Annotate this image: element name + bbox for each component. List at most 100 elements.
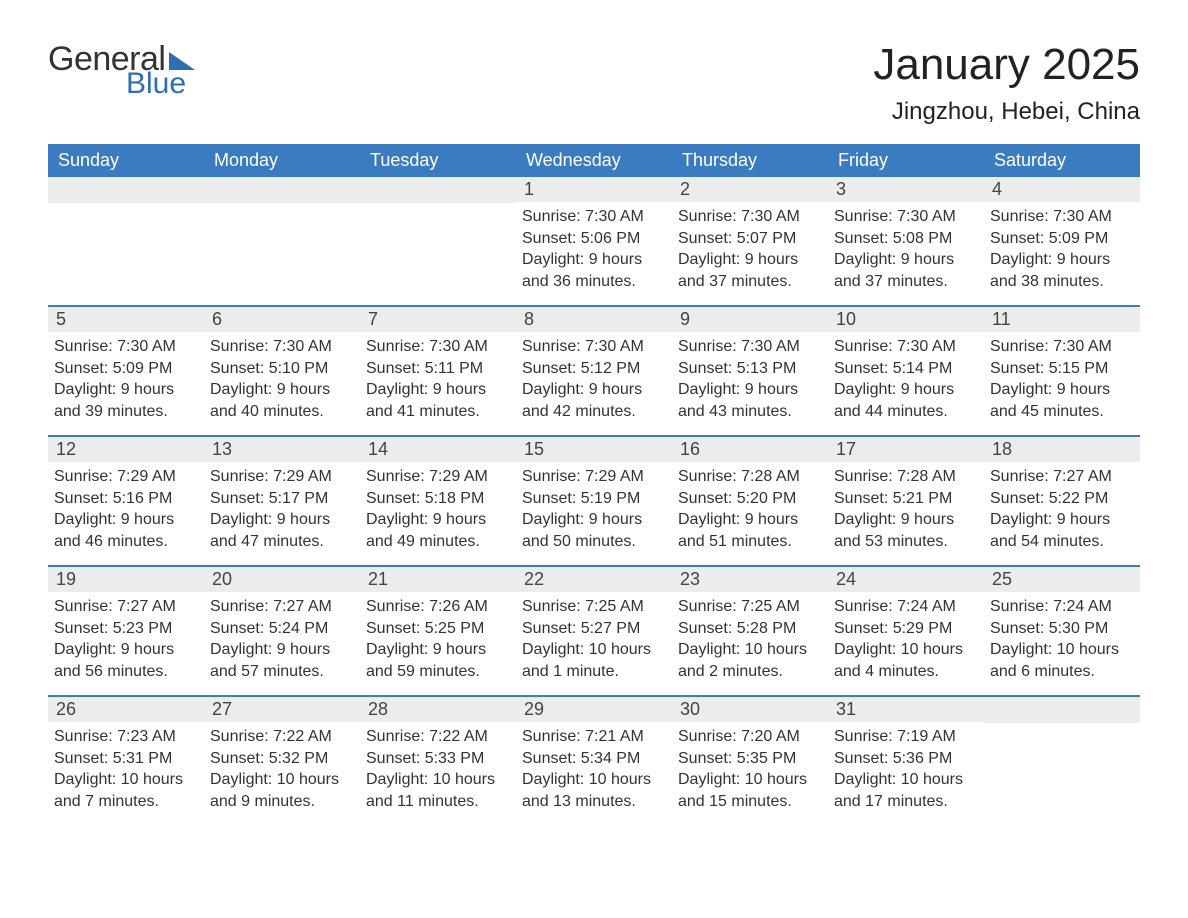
day-number: 1 (516, 177, 672, 202)
day-header: Tuesday (360, 144, 516, 177)
week-row: 5Sunrise: 7:30 AMSunset: 5:09 PMDaylight… (48, 305, 1140, 435)
header: General Blue January 2025 Jingzhou, Hebe… (48, 40, 1140, 126)
logo: General Blue (48, 40, 195, 101)
day-cell: 14Sunrise: 7:29 AMSunset: 5:18 PMDayligh… (360, 437, 516, 565)
empty-cell (48, 177, 204, 305)
day-cell: 25Sunrise: 7:24 AMSunset: 5:30 PMDayligh… (984, 567, 1140, 695)
day-cell: 22Sunrise: 7:25 AMSunset: 5:27 PMDayligh… (516, 567, 672, 695)
day-cell: 23Sunrise: 7:25 AMSunset: 5:28 PMDayligh… (672, 567, 828, 695)
day-number (48, 177, 204, 203)
day-cell: 16Sunrise: 7:28 AMSunset: 5:20 PMDayligh… (672, 437, 828, 565)
day-number: 26 (48, 697, 204, 722)
day-number: 17 (828, 437, 984, 462)
day-number (984, 697, 1140, 723)
day-cell: 10Sunrise: 7:30 AMSunset: 5:14 PMDayligh… (828, 307, 984, 435)
day-details: Sunrise: 7:30 AMSunset: 5:11 PMDaylight:… (360, 332, 516, 432)
empty-cell (204, 177, 360, 305)
month-title: January 2025 (873, 40, 1140, 90)
day-details: Sunrise: 7:20 AMSunset: 5:35 PMDaylight:… (672, 722, 828, 822)
day-details: Sunrise: 7:19 AMSunset: 5:36 PMDaylight:… (828, 722, 984, 822)
day-details: Sunrise: 7:29 AMSunset: 5:16 PMDaylight:… (48, 462, 204, 562)
day-number: 28 (360, 697, 516, 722)
day-cell: 8Sunrise: 7:30 AMSunset: 5:12 PMDaylight… (516, 307, 672, 435)
day-cell: 6Sunrise: 7:30 AMSunset: 5:10 PMDaylight… (204, 307, 360, 435)
day-number: 7 (360, 307, 516, 332)
day-details: Sunrise: 7:30 AMSunset: 5:08 PMDaylight:… (828, 202, 984, 302)
day-details: Sunrise: 7:22 AMSunset: 5:33 PMDaylight:… (360, 722, 516, 822)
day-header: Monday (204, 144, 360, 177)
day-number: 8 (516, 307, 672, 332)
day-number: 25 (984, 567, 1140, 592)
day-details: Sunrise: 7:23 AMSunset: 5:31 PMDaylight:… (48, 722, 204, 822)
day-number: 6 (204, 307, 360, 332)
day-number: 21 (360, 567, 516, 592)
logo-text-blue: Blue (126, 67, 186, 101)
day-number: 29 (516, 697, 672, 722)
day-details: Sunrise: 7:30 AMSunset: 5:07 PMDaylight:… (672, 202, 828, 302)
day-number: 4 (984, 177, 1140, 202)
day-number: 13 (204, 437, 360, 462)
day-header: Thursday (672, 144, 828, 177)
day-number: 10 (828, 307, 984, 332)
day-details: Sunrise: 7:30 AMSunset: 5:09 PMDaylight:… (984, 202, 1140, 302)
week-row: 1Sunrise: 7:30 AMSunset: 5:06 PMDaylight… (48, 177, 1140, 305)
week-row: 12Sunrise: 7:29 AMSunset: 5:16 PMDayligh… (48, 435, 1140, 565)
day-number: 16 (672, 437, 828, 462)
day-number: 11 (984, 307, 1140, 332)
day-details: Sunrise: 7:29 AMSunset: 5:18 PMDaylight:… (360, 462, 516, 562)
week-row: 26Sunrise: 7:23 AMSunset: 5:31 PMDayligh… (48, 695, 1140, 825)
day-cell: 18Sunrise: 7:27 AMSunset: 5:22 PMDayligh… (984, 437, 1140, 565)
empty-cell (360, 177, 516, 305)
day-cell: 5Sunrise: 7:30 AMSunset: 5:09 PMDaylight… (48, 307, 204, 435)
empty-cell (984, 697, 1140, 825)
day-cell: 13Sunrise: 7:29 AMSunset: 5:17 PMDayligh… (204, 437, 360, 565)
day-cell: 2Sunrise: 7:30 AMSunset: 5:07 PMDaylight… (672, 177, 828, 305)
day-cell: 30Sunrise: 7:20 AMSunset: 5:35 PMDayligh… (672, 697, 828, 825)
day-details: Sunrise: 7:30 AMSunset: 5:15 PMDaylight:… (984, 332, 1140, 432)
day-details: Sunrise: 7:27 AMSunset: 5:24 PMDaylight:… (204, 592, 360, 692)
day-number: 2 (672, 177, 828, 202)
day-details: Sunrise: 7:26 AMSunset: 5:25 PMDaylight:… (360, 592, 516, 692)
weeks-container: 1Sunrise: 7:30 AMSunset: 5:06 PMDaylight… (48, 177, 1140, 825)
day-cell: 3Sunrise: 7:30 AMSunset: 5:08 PMDaylight… (828, 177, 984, 305)
day-details: Sunrise: 7:28 AMSunset: 5:21 PMDaylight:… (828, 462, 984, 562)
day-details: Sunrise: 7:30 AMSunset: 5:13 PMDaylight:… (672, 332, 828, 432)
day-cell: 28Sunrise: 7:22 AMSunset: 5:33 PMDayligh… (360, 697, 516, 825)
day-cell: 12Sunrise: 7:29 AMSunset: 5:16 PMDayligh… (48, 437, 204, 565)
day-cell: 11Sunrise: 7:30 AMSunset: 5:15 PMDayligh… (984, 307, 1140, 435)
day-cell: 7Sunrise: 7:30 AMSunset: 5:11 PMDaylight… (360, 307, 516, 435)
day-cell: 19Sunrise: 7:27 AMSunset: 5:23 PMDayligh… (48, 567, 204, 695)
day-cell: 9Sunrise: 7:30 AMSunset: 5:13 PMDaylight… (672, 307, 828, 435)
day-details: Sunrise: 7:24 AMSunset: 5:30 PMDaylight:… (984, 592, 1140, 692)
day-cell: 27Sunrise: 7:22 AMSunset: 5:32 PMDayligh… (204, 697, 360, 825)
day-number: 23 (672, 567, 828, 592)
day-details: Sunrise: 7:21 AMSunset: 5:34 PMDaylight:… (516, 722, 672, 822)
day-number: 18 (984, 437, 1140, 462)
day-number: 19 (48, 567, 204, 592)
day-cell: 1Sunrise: 7:30 AMSunset: 5:06 PMDaylight… (516, 177, 672, 305)
day-number (360, 177, 516, 203)
day-cell: 4Sunrise: 7:30 AMSunset: 5:09 PMDaylight… (984, 177, 1140, 305)
day-number: 27 (204, 697, 360, 722)
day-details: Sunrise: 7:29 AMSunset: 5:19 PMDaylight:… (516, 462, 672, 562)
day-header: Wednesday (516, 144, 672, 177)
day-number: 20 (204, 567, 360, 592)
day-number: 14 (360, 437, 516, 462)
day-cell: 17Sunrise: 7:28 AMSunset: 5:21 PMDayligh… (828, 437, 984, 565)
day-details: Sunrise: 7:22 AMSunset: 5:32 PMDaylight:… (204, 722, 360, 822)
day-number (204, 177, 360, 203)
day-cell: 29Sunrise: 7:21 AMSunset: 5:34 PMDayligh… (516, 697, 672, 825)
location: Jingzhou, Hebei, China (873, 98, 1140, 126)
calendar: SundayMondayTuesdayWednesdayThursdayFrid… (48, 144, 1140, 825)
day-number: 15 (516, 437, 672, 462)
day-details: Sunrise: 7:25 AMSunset: 5:28 PMDaylight:… (672, 592, 828, 692)
day-cell: 15Sunrise: 7:29 AMSunset: 5:19 PMDayligh… (516, 437, 672, 565)
day-details: Sunrise: 7:30 AMSunset: 5:14 PMDaylight:… (828, 332, 984, 432)
day-header: Friday (828, 144, 984, 177)
day-number: 9 (672, 307, 828, 332)
day-number: 12 (48, 437, 204, 462)
title-block: January 2025 Jingzhou, Hebei, China (873, 40, 1140, 126)
day-details: Sunrise: 7:30 AMSunset: 5:12 PMDaylight:… (516, 332, 672, 432)
day-details: Sunrise: 7:27 AMSunset: 5:23 PMDaylight:… (48, 592, 204, 692)
day-cell: 24Sunrise: 7:24 AMSunset: 5:29 PMDayligh… (828, 567, 984, 695)
